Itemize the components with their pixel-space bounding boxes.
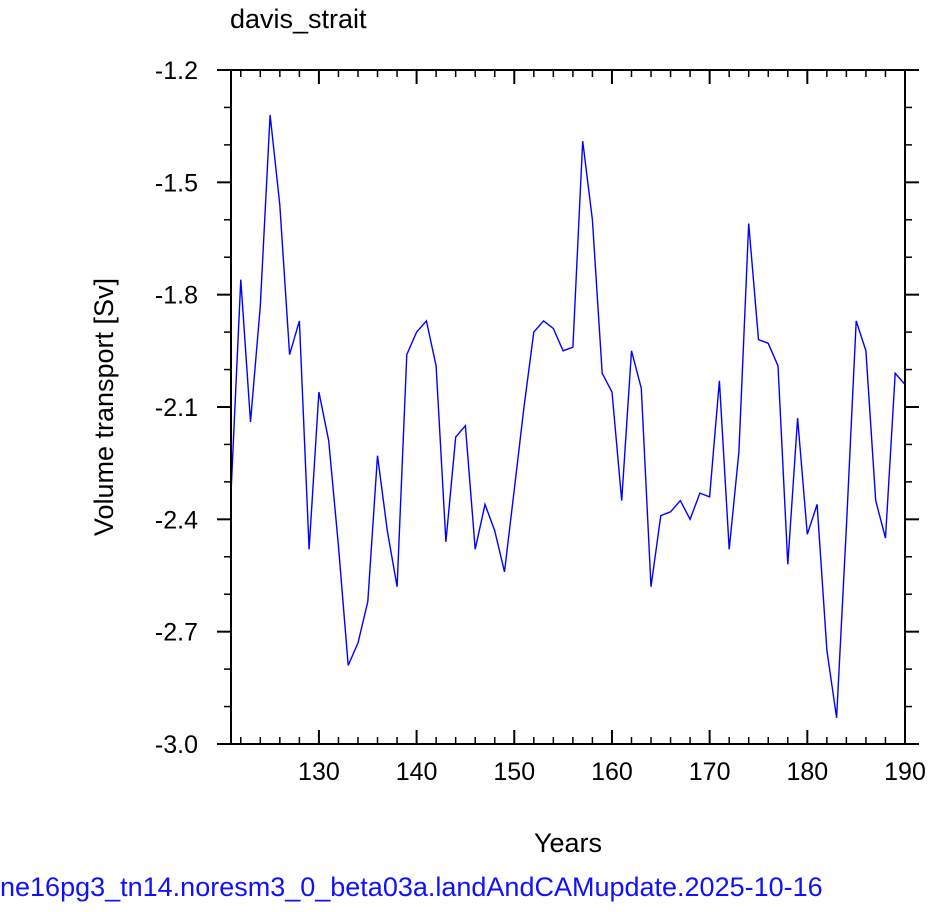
plot-frame	[230, 69, 906, 745]
x-tick-label: 140	[396, 758, 438, 786]
y-tick-label: -1.5	[155, 169, 198, 197]
line-chart: davis_strait -3.0 -2.7 -2.4 -2.1 -1.8 -1.5 -1.…	[89, 4, 926, 858]
x-tick-labels: 130 140 150 160 170 180 190	[298, 758, 926, 786]
x-tick-label: 160	[591, 758, 633, 786]
x-tick-label: 170	[689, 758, 731, 786]
y-tick-label: -2.7	[155, 619, 198, 647]
run-name-footer: ne16pg3_tn14.noresm3_0_beta03a.landAndCA…	[0, 872, 823, 902]
x-tick-label: 180	[786, 758, 828, 786]
series-line	[230, 114, 906, 718]
x-tick-label: 150	[493, 758, 535, 786]
x-axis-label: Years	[534, 828, 602, 858]
chart-title: davis_strait	[230, 4, 367, 34]
axis-ticks	[217, 69, 919, 745]
y-tick-labels: -3.0 -2.7 -2.4 -2.1 -1.8 -1.5 -1.2	[155, 57, 198, 759]
x-tick-label: 130	[298, 758, 340, 786]
y-axis-label: Volume transport [Sv]	[89, 278, 119, 536]
y-tick-label: -1.2	[155, 57, 198, 85]
x-tick-label: 190	[884, 758, 926, 786]
y-tick-label: -3.0	[155, 731, 198, 759]
y-tick-label: -2.4	[155, 506, 198, 534]
y-tick-label: -2.1	[155, 394, 198, 422]
y-tick-label: -1.8	[155, 282, 198, 310]
